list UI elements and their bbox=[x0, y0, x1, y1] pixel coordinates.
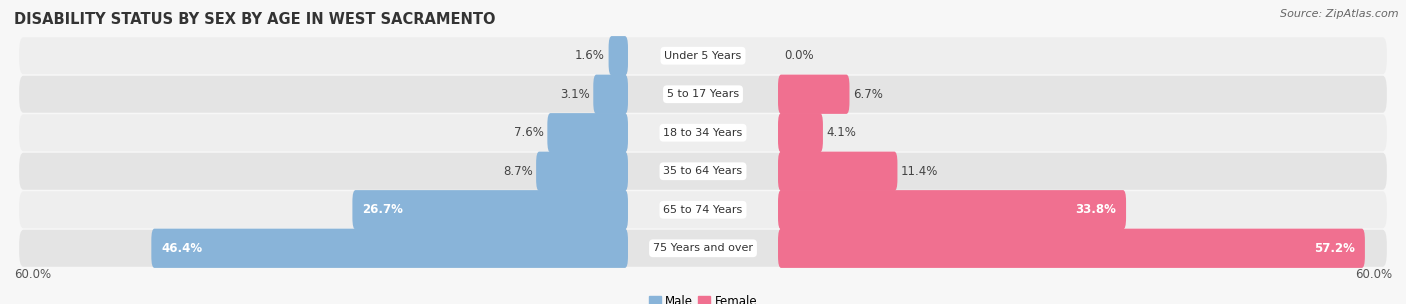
FancyBboxPatch shape bbox=[547, 113, 628, 152]
Text: 8.7%: 8.7% bbox=[503, 165, 533, 178]
Text: 0.0%: 0.0% bbox=[785, 49, 814, 62]
Text: 65 to 74 Years: 65 to 74 Years bbox=[664, 205, 742, 215]
Text: 26.7%: 26.7% bbox=[363, 203, 404, 216]
Text: 60.0%: 60.0% bbox=[1355, 268, 1392, 281]
Text: 75 Years and over: 75 Years and over bbox=[652, 243, 754, 253]
Text: 35 to 64 Years: 35 to 64 Years bbox=[664, 166, 742, 176]
Text: 60.0%: 60.0% bbox=[14, 268, 51, 281]
Text: Under 5 Years: Under 5 Years bbox=[665, 51, 741, 61]
Text: Source: ZipAtlas.com: Source: ZipAtlas.com bbox=[1281, 9, 1399, 19]
Text: 18 to 34 Years: 18 to 34 Years bbox=[664, 128, 742, 138]
FancyBboxPatch shape bbox=[20, 153, 1386, 190]
FancyBboxPatch shape bbox=[20, 230, 1386, 267]
FancyBboxPatch shape bbox=[778, 229, 1365, 268]
FancyBboxPatch shape bbox=[20, 114, 1386, 151]
Text: 5 to 17 Years: 5 to 17 Years bbox=[666, 89, 740, 99]
Text: 3.1%: 3.1% bbox=[560, 88, 589, 101]
FancyBboxPatch shape bbox=[20, 191, 1386, 228]
Text: 6.7%: 6.7% bbox=[853, 88, 883, 101]
Text: DISABILITY STATUS BY SEX BY AGE IN WEST SACRAMENTO: DISABILITY STATUS BY SEX BY AGE IN WEST … bbox=[14, 12, 495, 27]
FancyBboxPatch shape bbox=[20, 76, 1386, 113]
Text: 4.1%: 4.1% bbox=[827, 126, 856, 139]
FancyBboxPatch shape bbox=[778, 74, 849, 114]
FancyBboxPatch shape bbox=[152, 229, 628, 268]
FancyBboxPatch shape bbox=[778, 152, 897, 191]
FancyBboxPatch shape bbox=[609, 36, 628, 75]
FancyBboxPatch shape bbox=[593, 74, 628, 114]
FancyBboxPatch shape bbox=[778, 190, 1126, 230]
Text: 57.2%: 57.2% bbox=[1315, 242, 1355, 255]
Text: 46.4%: 46.4% bbox=[162, 242, 202, 255]
Legend: Male, Female: Male, Female bbox=[644, 290, 762, 304]
Text: 33.8%: 33.8% bbox=[1076, 203, 1116, 216]
Text: 1.6%: 1.6% bbox=[575, 49, 605, 62]
FancyBboxPatch shape bbox=[536, 152, 628, 191]
Text: 7.6%: 7.6% bbox=[515, 126, 544, 139]
Text: 11.4%: 11.4% bbox=[901, 165, 938, 178]
FancyBboxPatch shape bbox=[778, 113, 823, 152]
FancyBboxPatch shape bbox=[20, 37, 1386, 74]
FancyBboxPatch shape bbox=[353, 190, 628, 230]
